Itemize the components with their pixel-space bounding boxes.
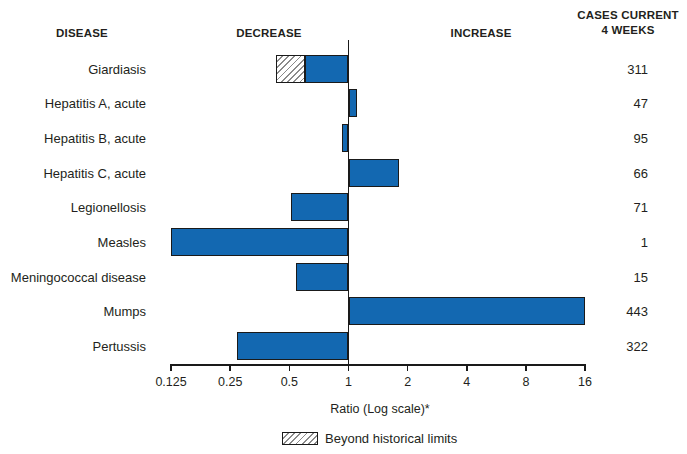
- disease-label: Hepatitis C, acute: [0, 165, 146, 180]
- bar-segment: [349, 89, 358, 117]
- x-axis-tick-label: 0.125: [147, 375, 195, 389]
- disease-label: Hepatitis B, acute: [0, 130, 146, 145]
- disease-label: Legionellosis: [0, 200, 146, 215]
- baseline-ratio-1-line: [348, 40, 350, 365]
- x-axis-tick-label: 8: [502, 375, 550, 389]
- x-axis-tick-label: 16: [561, 375, 609, 389]
- cases-current-4-weeks-value: 1: [598, 235, 648, 250]
- x-axis-tick-label: 0.5: [265, 375, 313, 389]
- bar-segment: [349, 159, 399, 187]
- x-axis-title: Ratio (Log scale)*: [280, 402, 480, 416]
- bar-segment: [171, 228, 348, 256]
- disease-label: Mumps: [0, 304, 146, 319]
- bar-segment: [349, 297, 586, 325]
- legend: Beyond historical limits: [282, 431, 457, 446]
- x-axis-tick-label: 0.25: [206, 375, 254, 389]
- disease-label: Hepatitis A, acute: [0, 96, 146, 111]
- bar-segment: [305, 55, 349, 83]
- x-axis-line: [171, 364, 586, 366]
- cases-current-4-weeks-value: 15: [598, 269, 648, 284]
- bar-segment: [296, 263, 349, 291]
- disease-label: Measles: [0, 235, 146, 250]
- cases-current-4-weeks-value: 47: [598, 96, 648, 111]
- column-header-increase: INCREASE: [431, 26, 531, 41]
- cases-current-4-weeks-value: 322: [598, 339, 648, 354]
- column-header-decrease: DECREASE: [219, 26, 319, 41]
- disease-label: Meningococcal disease: [0, 269, 146, 284]
- legend-label: Beyond historical limits: [325, 431, 457, 446]
- disease-label: Pertussis: [0, 339, 146, 354]
- x-axis-tick-label: 4: [443, 375, 491, 389]
- cases-current-4-weeks-value: 95: [598, 130, 648, 145]
- bar-segment: [291, 193, 348, 221]
- column-header-cases: CASES CURRENT 4 WEEKS: [566, 8, 687, 38]
- column-header-disease: DISEASE: [30, 26, 134, 41]
- bar-segment-beyond-historical-limits: [276, 55, 304, 83]
- hatched-swatch-icon: [282, 432, 318, 445]
- bar-segment: [237, 332, 349, 360]
- cases-current-4-weeks-value: 443: [598, 304, 648, 319]
- column-header-cases-line2: 4 WEEKS: [566, 23, 687, 38]
- x-axis-tick-label: 2: [384, 375, 432, 389]
- notifiable-disease-ratio-chart: DISEASE DECREASE INCREASE CASES CURRENT …: [0, 0, 687, 454]
- disease-label: Giardiasis: [0, 61, 146, 76]
- x-axis-tick-label: 1: [325, 375, 373, 389]
- cases-current-4-weeks-value: 66: [598, 165, 648, 180]
- cases-current-4-weeks-value: 71: [598, 200, 648, 215]
- cases-current-4-weeks-value: 311: [598, 61, 648, 76]
- column-header-cases-line1: CASES CURRENT: [566, 8, 687, 23]
